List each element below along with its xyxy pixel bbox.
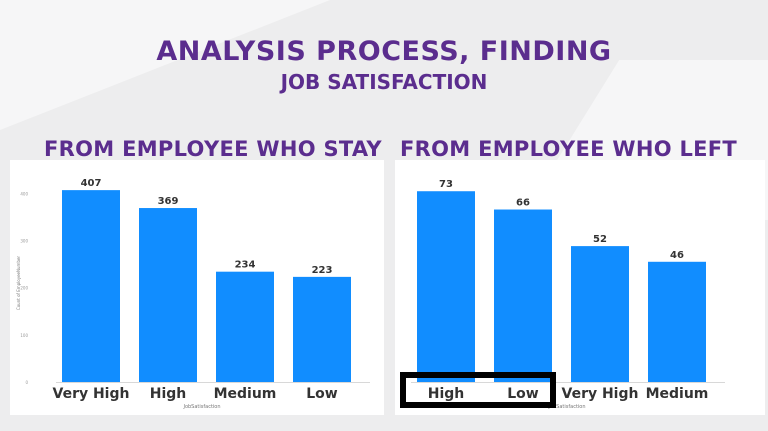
right-bar-chart: 73 High 66 Low 52 Very High 46 Medium JobSatisfa…: [411, 179, 725, 410]
data-label: 223: [312, 265, 333, 276]
y-tick-label: 0: [25, 380, 28, 385]
data-label: 73: [439, 179, 453, 190]
data-label: 407: [81, 178, 102, 189]
left-chart-panel: 0 100 200 300 400 Count of EmployeeNumber 407 V…: [10, 160, 384, 415]
left-panel-heading: FROM EMPLOYEE WHO STAY: [44, 137, 382, 161]
y-tick-label: 300: [20, 239, 28, 244]
data-label: 52: [593, 234, 607, 245]
left-bar-chart: 0 100 200 300 400 Count of EmployeeNumber 407 V…: [16, 178, 370, 410]
x-axis-label: JobSatisfaction: [547, 404, 585, 410]
category-label: Very High: [562, 386, 639, 402]
x-axis-label: JobSatisfaction: [182, 404, 220, 410]
category-label: High: [150, 386, 187, 402]
category-label: Very High: [53, 386, 130, 402]
y-axis-label: Count of EmployeeNumber: [16, 256, 21, 311]
data-label: 369: [158, 196, 179, 207]
y-tick-label: 100: [20, 333, 28, 338]
data-label: 46: [670, 250, 684, 261]
right-panel-heading: FROM EMPLOYEE WHO LEFT: [400, 137, 738, 161]
data-label: 234: [235, 260, 256, 271]
category-label: Medium: [646, 386, 709, 402]
bar: [648, 261, 706, 382]
bar: [62, 190, 120, 382]
category-label: Low: [507, 386, 539, 402]
right-chart-panel: 73 High 66 Low 52 Very High 46 Medium JobSatisfa…: [395, 160, 765, 415]
bar: [571, 246, 629, 382]
y-tick-label: 400: [20, 191, 28, 196]
highlight-box: [400, 372, 556, 408]
bar: [293, 276, 351, 382]
y-tick-label: 200: [20, 286, 28, 291]
bar: [216, 271, 274, 382]
bar: [417, 191, 475, 382]
category-label: Medium: [214, 386, 277, 402]
slide-subtitle: JOB SATISFACTION: [280, 70, 488, 94]
category-label: Low: [306, 386, 338, 402]
bar: [494, 209, 552, 382]
bar: [139, 208, 197, 382]
category-label: High: [428, 386, 465, 402]
data-label: 66: [516, 198, 530, 209]
slide-title: ANALYSIS PROCESS, FINDING: [156, 36, 612, 67]
